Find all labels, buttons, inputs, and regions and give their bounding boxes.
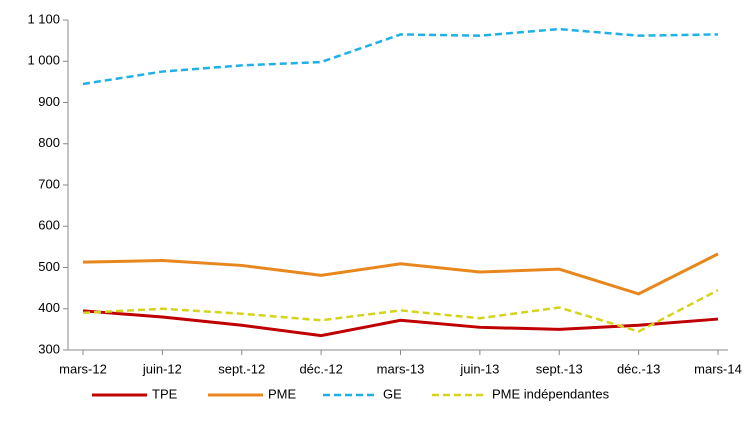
series-line (82, 27, 719, 86)
legend-label: GE (383, 386, 402, 401)
x-tick-label: mars-12 (59, 361, 107, 376)
series-line (82, 309, 719, 338)
y-tick-label: 300 (38, 341, 60, 356)
legend-label: PME indépendantes (492, 386, 610, 401)
y-tick-label: 400 (38, 300, 60, 315)
y-tick-label: 800 (38, 135, 60, 150)
x-tick-label: déc.-12 (299, 361, 342, 376)
x-tick-label: mars-14 (694, 361, 742, 376)
y-tick-label: 1 000 (27, 53, 60, 68)
y-tick-label: 700 (38, 176, 60, 191)
x-tick-label: mars-13 (377, 361, 425, 376)
series-line (82, 289, 719, 333)
y-tick-label: 900 (38, 94, 60, 109)
x-tick-label: juin-12 (142, 361, 182, 376)
x-tick-label: juin-13 (459, 361, 499, 376)
legend-label: PME (268, 386, 297, 401)
y-tick-label: 500 (38, 259, 60, 274)
y-tick-label: 1 100 (27, 11, 60, 26)
series-line (82, 252, 719, 296)
legend-label: TPE (152, 386, 178, 401)
x-tick-label: déc.-13 (617, 361, 660, 376)
y-tick-label: 600 (38, 218, 60, 233)
x-tick-label: sept.-12 (218, 361, 265, 376)
x-tick-label: sept.-13 (536, 361, 583, 376)
